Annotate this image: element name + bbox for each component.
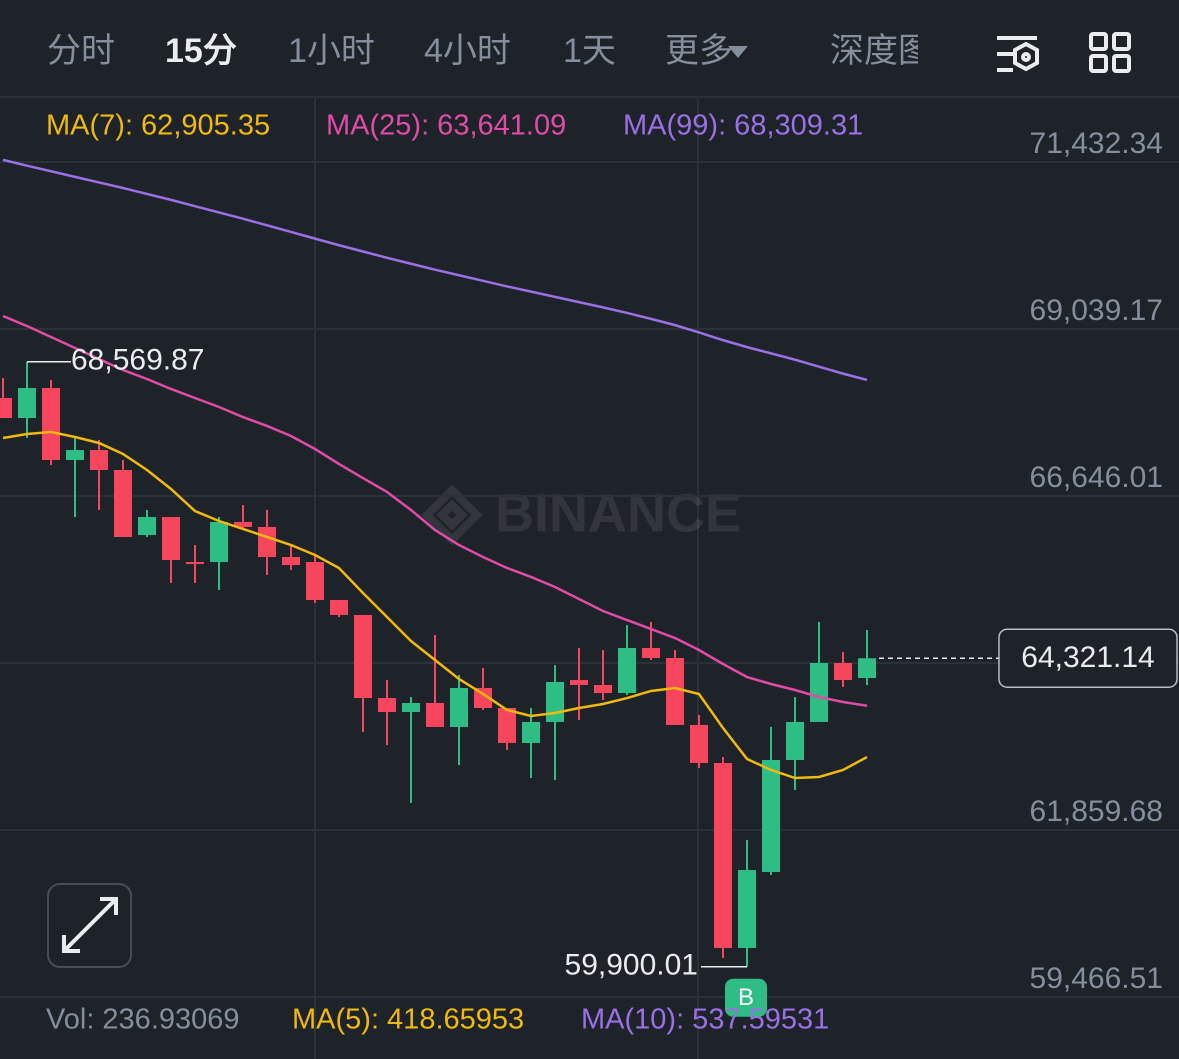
candle-body	[690, 724, 708, 763]
dropdown-arrow	[728, 46, 748, 58]
y-tick-label: 61,859.68	[1030, 795, 1163, 828]
candle-body	[210, 521, 228, 563]
candle-body	[594, 684, 612, 694]
candle-body	[522, 721, 540, 743]
candle-body	[402, 702, 420, 712]
ma-legend: MA(25): 63,641.09	[326, 110, 566, 142]
candle-body	[138, 517, 156, 536]
y-tick-label: 69,039.17	[1030, 294, 1163, 327]
candle-body	[426, 702, 444, 727]
candle-body	[306, 562, 324, 600]
tab[interactable]: 4小时	[424, 32, 511, 70]
expand-button[interactable]	[47, 883, 132, 968]
candle-body	[714, 762, 732, 948]
tab[interactable]: 分时	[47, 32, 115, 70]
last-price-label: 64,321.14	[1021, 641, 1154, 674]
last-price-box	[998, 628, 1178, 688]
plot: 59,466.5161,859.6864,252.8466,646.0169,0…	[0, 127, 1179, 1017]
candle-body	[618, 648, 636, 694]
candle-body	[666, 657, 684, 725]
ma-line	[2, 430, 868, 780]
tab[interactable]: 15分	[165, 32, 237, 70]
y-tick-label: 66,646.01	[1030, 461, 1163, 494]
tab[interactable]: 1天	[563, 32, 616, 70]
candle-body	[282, 557, 300, 566]
ma-line	[2, 158, 868, 382]
candle-body	[642, 648, 660, 658]
candle-body	[546, 681, 564, 722]
candle-body	[738, 870, 756, 948]
candle-body	[18, 388, 36, 419]
settings-icon[interactable]	[997, 36, 1039, 72]
candle-body	[378, 698, 396, 712]
candle-body	[834, 663, 852, 681]
annotation-label: 59,900.01	[565, 949, 698, 982]
layout-icon[interactable]	[1089, 32, 1131, 73]
candle-body	[258, 527, 276, 558]
candle-body	[858, 658, 876, 679]
volume-legend: MA(10): 537.59531	[581, 1004, 829, 1036]
y-tick-label: 59,466.51	[1030, 962, 1163, 995]
watermark: BINANCE	[495, 483, 741, 543]
candle-body	[450, 687, 468, 727]
candle-body	[762, 759, 780, 872]
buy-marker: B	[738, 984, 754, 1011]
tab-bar: 分时 15分 1小时 4小时 1天 更多 深度图	[47, 32, 932, 70]
annotation-label: 68,569.87	[71, 344, 204, 377]
candle-body	[114, 469, 132, 537]
volume-legend: Vol: 236.93069	[46, 1004, 240, 1036]
ma-legend: MA(99): 68,309.31	[623, 110, 863, 142]
candle-body	[162, 517, 180, 561]
y-tick-label: 71,432.34	[1030, 127, 1163, 160]
candle-body	[90, 450, 108, 470]
candle-body	[786, 721, 804, 760]
candle-body	[66, 450, 84, 461]
candle-body	[234, 521, 252, 528]
volume-legend: MA(5): 418.65953	[292, 1004, 524, 1036]
tab[interactable]: 1小时	[288, 32, 375, 70]
candle-body	[498, 708, 516, 743]
candle-body	[0, 397, 12, 419]
candle-body	[186, 562, 204, 565]
ma-legend: MA(7): 62,905.35	[46, 110, 270, 142]
buy-marker-bg	[725, 978, 767, 1017]
tab[interactable]: 深度图	[830, 32, 932, 70]
candle-body	[354, 614, 372, 699]
ma-line	[2, 314, 868, 707]
candle-body	[474, 687, 492, 709]
candle-body	[570, 680, 588, 685]
candle-body	[330, 599, 348, 615]
candle-body	[810, 663, 828, 722]
candle-body	[42, 388, 60, 461]
tab[interactable]: 更多	[665, 32, 733, 70]
